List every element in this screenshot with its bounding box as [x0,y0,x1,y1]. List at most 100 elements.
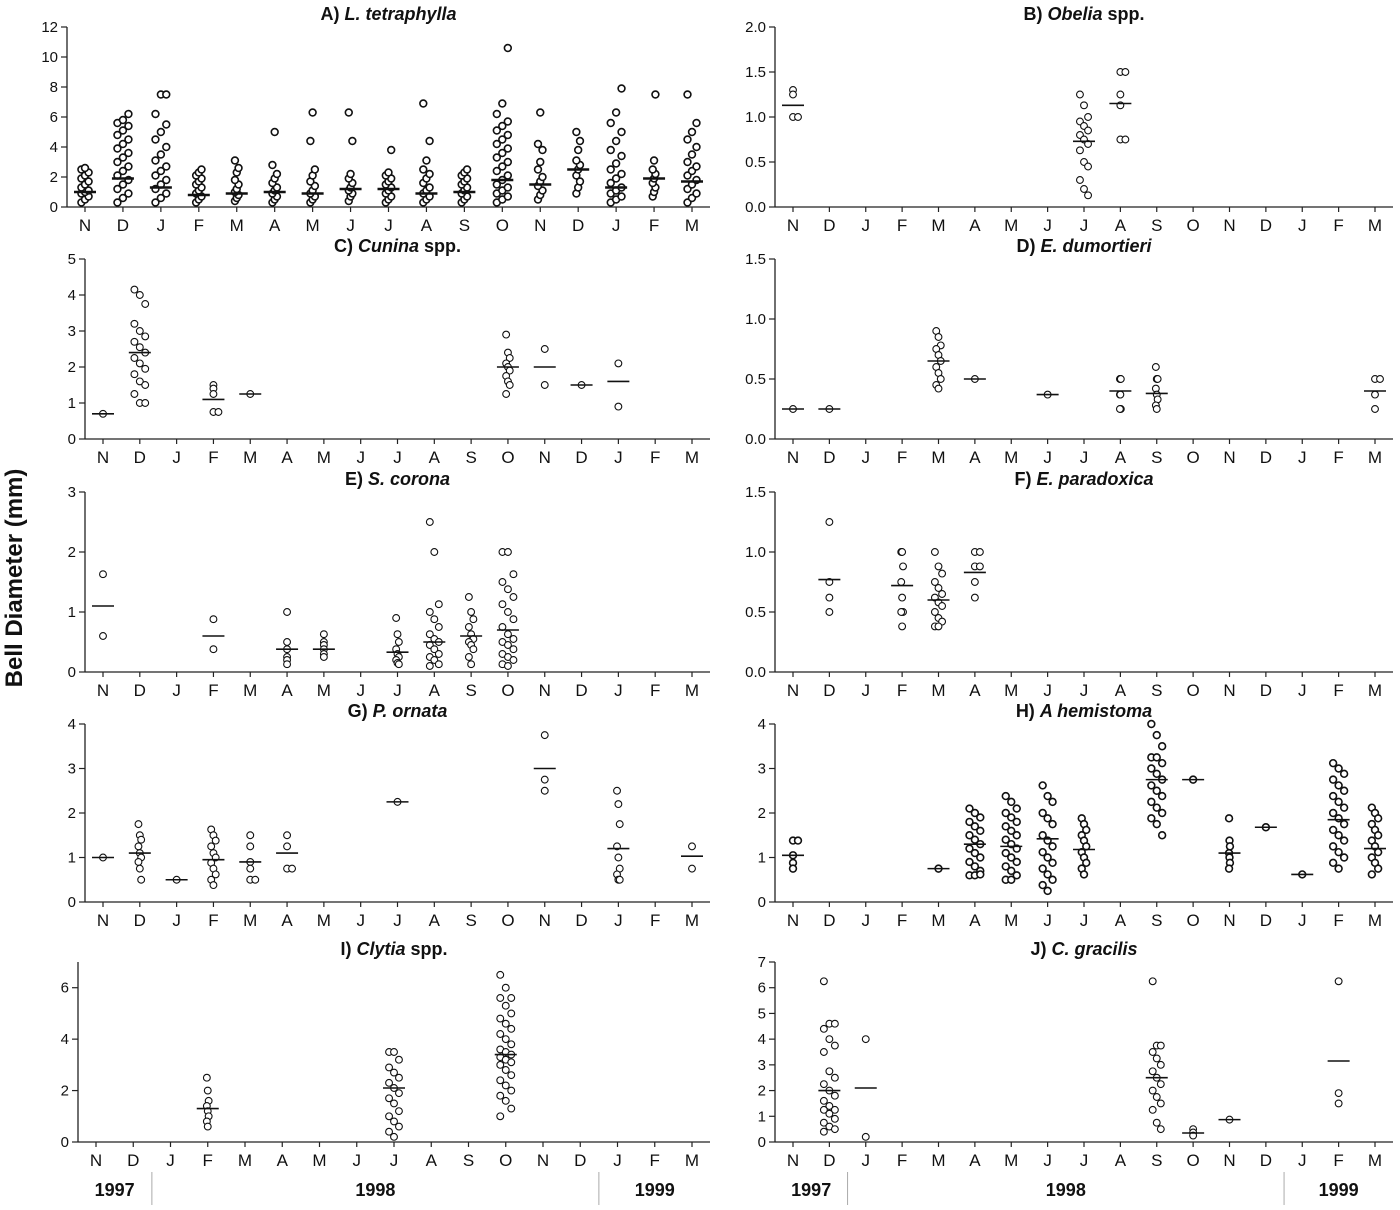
month-group [1145,977,1168,1134]
month-group [301,108,324,207]
data-point [124,109,133,119]
x-tick-label: M [931,911,945,930]
data-point [970,593,979,602]
data-point [1116,375,1125,383]
data-point [1376,375,1384,383]
data-point [496,970,505,979]
panel-title-taxon: P. ornata [373,701,448,721]
panel-title-prefix: H) [1016,701,1040,721]
data-point [507,1058,516,1067]
data-point [611,159,621,168]
month-group [891,548,914,631]
data-point [830,1105,839,1114]
data-point [387,145,396,155]
data-point [965,857,974,867]
month-group [128,820,151,884]
x-tick-label: F [194,216,204,235]
data-point [1334,977,1343,986]
x-tick-label: N [1223,448,1235,467]
x-tick-label: A [269,216,281,235]
data-point [1328,858,1338,868]
data-point [209,645,218,654]
x-tick-label: A [1115,216,1127,235]
data-point [975,548,984,556]
y-tick-label: 0.5 [745,604,766,621]
month-group [128,285,151,407]
x-tick-label: N [97,681,109,700]
x-tick-label: A [281,448,293,467]
data-point [1148,1067,1157,1076]
panel-title: A) L. tetraphylla [320,4,456,24]
y-tick-label: 5 [68,251,76,268]
x-tick-label: O [501,681,514,700]
data-point [1156,1099,1165,1108]
data-point [970,822,980,831]
data-point [1038,864,1047,873]
data-point [1152,1118,1161,1127]
y-tick-label: 1.0 [745,109,766,126]
data-point [1157,791,1167,801]
data-point [151,198,160,207]
y-tick-label: 2 [68,544,76,561]
data-point [1048,842,1057,851]
x-tick-label: A [429,448,441,467]
x-tick-label: A [429,681,441,700]
data-point [1147,814,1156,823]
data-point [211,836,220,845]
data-point [283,638,292,646]
x-tick-label: N [97,448,109,467]
data-point [611,174,621,183]
y-tick-label: 2 [50,169,58,186]
data-point [575,136,585,146]
y-tick-label: 1 [758,1108,766,1125]
panel-title-prefix: I) [340,939,356,959]
data-point [251,875,260,884]
x-tick-label: J [612,216,621,235]
x-tick-label: J [614,681,623,700]
data-point [1328,775,1338,784]
data-point [1334,781,1343,790]
panel-title-prefix: F) [1014,469,1036,489]
data-point [202,1073,211,1082]
data-point [393,630,402,639]
data-point [1157,831,1167,840]
x-tick-label: F [1333,681,1343,700]
data-point [936,375,945,383]
x-tick-label: O [1187,448,1200,467]
data-point [425,662,434,670]
data-point [1001,835,1010,844]
data-point [141,332,150,341]
panel-title-prefix: D) [1016,236,1040,256]
x-tick-label: J [384,216,393,235]
x-tick-label: M [931,1151,945,1170]
x-tick-label: D [823,216,835,235]
data-point [572,156,581,165]
month-group [1145,363,1168,413]
panel-title: E) S. corona [345,469,450,489]
x-tick-label: J [356,448,365,467]
data-point [118,126,128,135]
data-point [1012,857,1021,867]
x-tick-label: J [172,448,181,467]
month-group [312,630,335,661]
data-point [819,1024,828,1033]
y-tick-label: 0.5 [745,371,766,388]
data-point [614,853,623,862]
month-group [276,831,299,873]
x-tick-label: S [1151,681,1162,700]
x-tick-label: J [356,681,365,700]
x-tick-label: M [685,911,699,930]
data-point [1001,848,1010,858]
x-tick-label: O [1187,216,1200,235]
panel-J: 0 1 2 3 4 5 6 7 N D J F M A M J J A S O N D J F M J) C. gracilis 1… [758,939,1393,1205]
data-point [897,578,906,586]
data-point [898,548,907,556]
data-point [934,384,943,393]
data-point [430,645,439,654]
panel-title-prefix: J) [1030,939,1051,959]
data-point [683,157,692,167]
data-point [209,881,218,890]
data-point [1038,847,1047,857]
data-point [118,166,128,176]
y-tick-label: 0.0 [745,431,766,448]
